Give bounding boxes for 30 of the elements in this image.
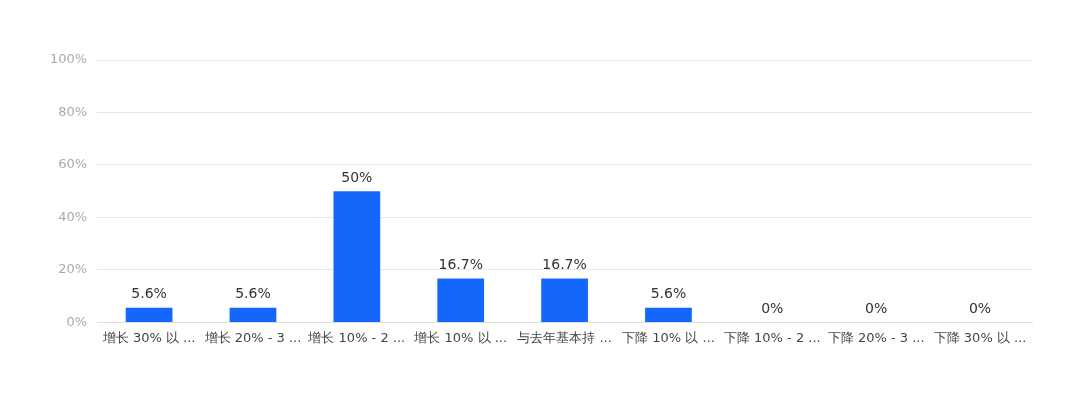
y-tick-label: 0% xyxy=(66,313,88,329)
data-label: 5.6% xyxy=(131,285,167,302)
x-tick-label: 下降 10% 以 ... xyxy=(622,329,715,345)
data-label: 5.6% xyxy=(650,285,687,302)
x-tick-label: 下降 10% - 2 ... xyxy=(723,329,821,345)
x-tick-label: 与去年基本持 ... xyxy=(517,329,612,345)
bar xyxy=(645,307,692,322)
data-label: 50% xyxy=(341,168,373,185)
bar xyxy=(125,307,173,322)
data-label: 16.7% xyxy=(542,256,587,273)
data-label: 0% xyxy=(761,300,784,317)
x-tick-label: 下降 20% - 3 ... xyxy=(827,329,925,345)
data-label: 0% xyxy=(968,300,992,317)
data-label: 16.7% xyxy=(438,256,483,273)
data-label: 0% xyxy=(865,300,888,317)
y-tick-label: 100% xyxy=(49,51,88,67)
bar xyxy=(333,191,381,322)
x-tick-label: 增长 20% - 3 ... xyxy=(203,329,302,345)
x-tick-label: 下降 30% 以 ... xyxy=(933,329,1027,345)
x-tick-label: 增长 10% 以 ... xyxy=(413,329,508,345)
bar xyxy=(437,278,485,322)
y-tick-label: 40% xyxy=(58,208,88,224)
y-tick-label: 60% xyxy=(58,156,88,172)
y-tick-label: 80% xyxy=(58,103,88,119)
y-tick-label: 20% xyxy=(58,261,88,277)
bar xyxy=(541,278,588,322)
bar xyxy=(229,307,277,322)
x-tick-label: 增长 10% - 2 ... xyxy=(307,329,406,345)
x-tick-label: 增长 30% 以 ... xyxy=(101,329,196,345)
data-label: 5.6% xyxy=(235,285,271,302)
